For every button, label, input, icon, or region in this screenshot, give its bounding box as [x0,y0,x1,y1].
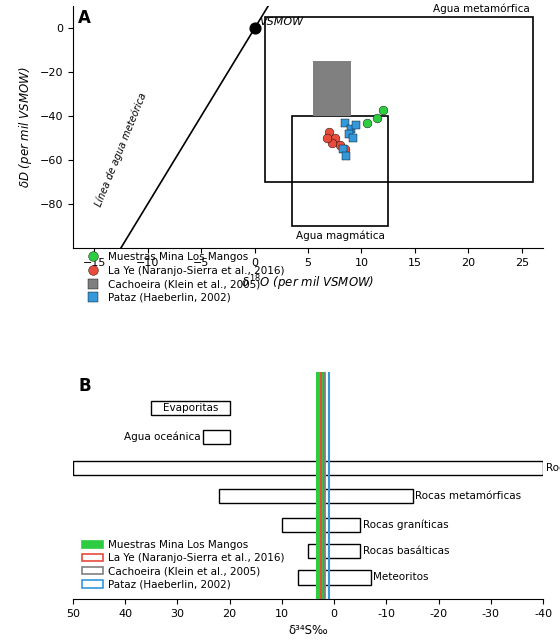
Point [344,129,353,139]
Legend: Muestras Mina Los Mangos, La Ye (Naranjo-Sierra et al., 2016), Cachoeira (Klein : Muestras Mina Los Mangos, La Ye (Naranjo… [78,536,289,594]
Point [379,104,388,115]
Point [346,124,355,135]
Point [348,133,357,144]
Point [250,23,259,33]
Text: Meteoritos: Meteoritos [374,573,429,582]
Bar [203,430,230,444]
Text: B: B [78,377,91,395]
Y-axis label: $\delta D$ (per mil $VSMOW$): $\delta D$ (per mil $VSMOW$) [17,66,34,188]
X-axis label: δ³⁴S‰: δ³⁴S‰ [288,624,328,637]
Point [373,113,382,124]
Text: Línea de agua meteórica: Línea de agua meteórica [93,91,148,207]
Bar [316,372,326,599]
Bar [314,61,351,116]
Point [327,137,336,147]
Bar [73,460,543,475]
Bar [308,544,360,558]
Point [339,144,348,155]
Point [330,133,339,144]
Text: Rocas graníticas: Rocas graníticas [363,520,449,530]
Bar [282,518,360,532]
Bar [219,489,413,504]
Bar [297,571,371,585]
X-axis label: $\delta^{18}O$ (per mil $VSMOW$): $\delta^{18}O$ (per mil $VSMOW$) [241,273,375,293]
Point [341,144,350,155]
Text: A: A [78,8,91,26]
Point [362,118,371,128]
Text: Agua metamórfica: Agua metamórfica [432,4,529,14]
Point [323,133,332,144]
Point [342,151,351,161]
Bar [292,116,388,226]
Bar [151,401,230,415]
Text: Agua oceánica: Agua oceánica [124,431,201,442]
Text: Agua magmática: Agua magmática [296,231,385,241]
Bar [265,17,533,182]
Text: Rocas basálticas: Rocas basálticas [363,546,449,556]
Text: Rocas sedimentarias: Rocas sedimentarias [546,462,560,473]
Text: Rocas metamórficas: Rocas metamórficas [415,491,521,501]
Legend: Muestras Mina Los Mangos, La Ye (Naranjo-Sierra et al., 2016), Cachoeira (Klein : Muestras Mina Los Mangos, La Ye (Naranjo… [78,248,289,307]
Point [341,118,350,128]
Point [335,140,344,150]
Text: Evaporitas: Evaporitas [163,403,218,413]
Point [352,120,361,130]
Text: VSMOW: VSMOW [259,17,303,27]
Point [325,126,334,137]
